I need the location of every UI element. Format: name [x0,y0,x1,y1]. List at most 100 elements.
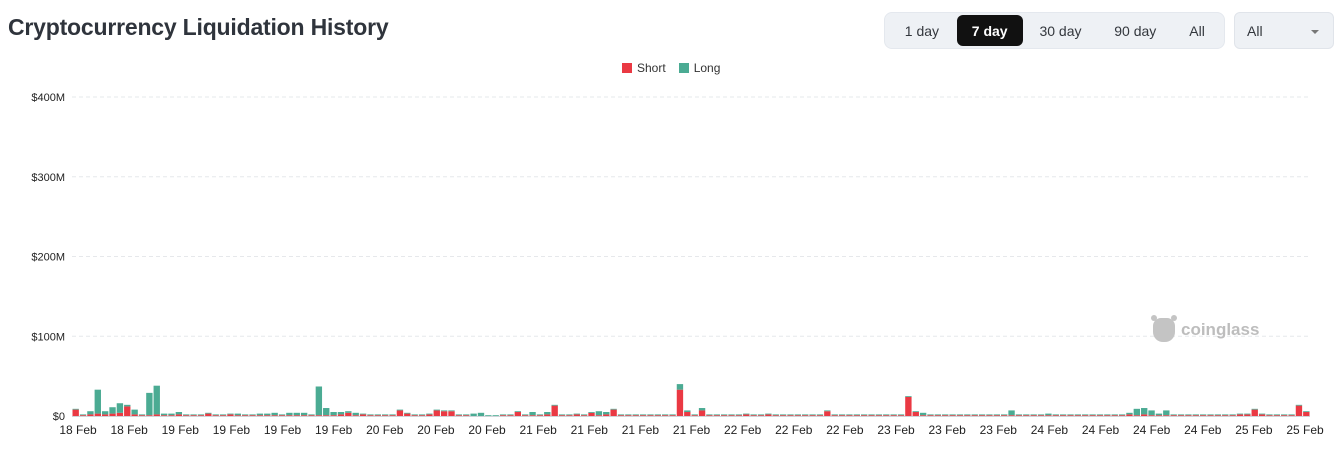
long-bar[interactable] [1288,414,1295,416]
long-bar[interactable] [529,412,536,416]
long-bar[interactable] [426,413,433,415]
short-bar[interactable] [956,415,964,416]
short-bar[interactable] [676,389,684,416]
short-bar[interactable] [109,413,116,416]
long-bar[interactable] [1126,412,1133,415]
short-bar[interactable] [1037,415,1045,416]
long-bar[interactable] [883,414,890,416]
short-bar[interactable] [883,415,890,416]
short-bar[interactable] [1170,415,1177,416]
short-bar[interactable] [522,415,529,416]
short-bar[interactable] [205,413,212,416]
long-bar[interactable] [580,414,588,416]
short-bar[interactable] [1096,415,1104,416]
long-bar[interactable] [846,414,853,416]
long-bar[interactable] [617,414,625,416]
short-bar[interactable] [227,414,234,416]
short-bar[interactable] [662,415,669,416]
long-bar[interactable] [728,414,735,416]
long-bar[interactable] [160,413,168,416]
short-bar[interactable] [691,415,698,416]
short-bar[interactable] [264,415,271,416]
short-bar[interactable] [183,415,190,416]
short-bar[interactable] [1258,414,1266,416]
short-bar[interactable] [286,415,293,416]
short-bar[interactable] [146,415,153,416]
long-bar[interactable] [890,414,897,416]
long-bar[interactable] [949,414,956,416]
long-bar[interactable] [1015,414,1023,416]
short-bar[interactable] [1244,414,1251,416]
short-bar[interactable] [426,414,433,416]
short-bar[interactable] [860,415,868,416]
long-bar[interactable] [1281,414,1288,416]
short-bar[interactable] [463,415,470,416]
long-bar[interactable] [1111,414,1118,416]
long-bar[interactable] [610,408,617,410]
short-bar[interactable] [971,415,978,416]
long-bar[interactable] [757,414,765,416]
legend-item-short[interactable]: Short [622,61,666,75]
long-bar[interactable] [249,414,256,416]
short-bar[interactable] [905,396,912,416]
short-bar[interactable] [1023,415,1030,416]
short-bar[interactable] [374,415,381,416]
long-bar[interactable] [1273,414,1281,416]
short-bar[interactable] [544,414,551,416]
long-bar[interactable] [440,410,448,412]
long-bar[interactable] [647,414,654,416]
short-bar[interactable] [1266,415,1273,416]
long-bar[interactable] [956,414,964,416]
long-bar[interactable] [514,411,522,413]
long-bar[interactable] [1229,414,1236,416]
short-bar[interactable] [448,411,455,416]
short-bar[interactable] [138,415,146,416]
short-bar[interactable] [411,415,418,416]
short-bar[interactable] [706,415,713,416]
short-bar[interactable] [116,412,124,416]
short-bar[interactable] [507,415,514,416]
long-bar[interactable] [1148,410,1155,416]
long-bar[interactable] [831,414,838,416]
short-bar[interactable] [389,415,396,416]
long-bar[interactable] [79,414,87,416]
long-bar[interactable] [183,414,190,416]
long-bar[interactable] [698,408,706,411]
long-bar[interactable] [573,413,580,415]
long-bar[interactable] [352,412,359,416]
long-bar[interactable] [1199,414,1207,416]
short-bar[interactable] [934,415,942,416]
short-bar[interactable] [625,415,632,416]
long-bar[interactable] [1045,413,1052,416]
short-bar[interactable] [1111,415,1118,416]
long-bar[interactable] [1052,414,1059,416]
long-bar[interactable] [396,409,404,411]
long-bar[interactable] [868,414,875,416]
long-bar[interactable] [1118,414,1126,416]
long-bar[interactable] [219,414,227,416]
short-bar[interactable] [536,415,544,416]
short-bar[interactable] [160,415,168,416]
short-bar[interactable] [330,415,337,416]
short-bar[interactable] [212,415,219,416]
long-bar[interactable] [802,414,809,416]
long-bar[interactable] [838,414,846,416]
long-bar[interactable] [669,414,676,416]
short-bar[interactable] [919,415,927,416]
long-bar[interactable] [875,414,883,416]
long-bar[interactable] [418,414,426,416]
short-bar[interactable] [1303,412,1310,416]
short-bar[interactable] [1074,415,1082,416]
short-bar[interactable] [241,415,249,416]
short-bar[interactable] [1082,415,1089,416]
long-bar[interactable] [1001,414,1008,416]
long-bar[interactable] [684,410,691,413]
short-bar[interactable] [735,415,743,416]
short-bar[interactable] [1192,415,1199,416]
long-bar[interactable] [94,389,101,414]
long-bar[interactable] [477,412,485,416]
long-bar[interactable] [860,414,868,416]
range-all-button[interactable]: All [1189,22,1205,39]
long-bar[interactable] [536,414,544,416]
range-30-day-button[interactable]: 30 day [1039,22,1082,39]
